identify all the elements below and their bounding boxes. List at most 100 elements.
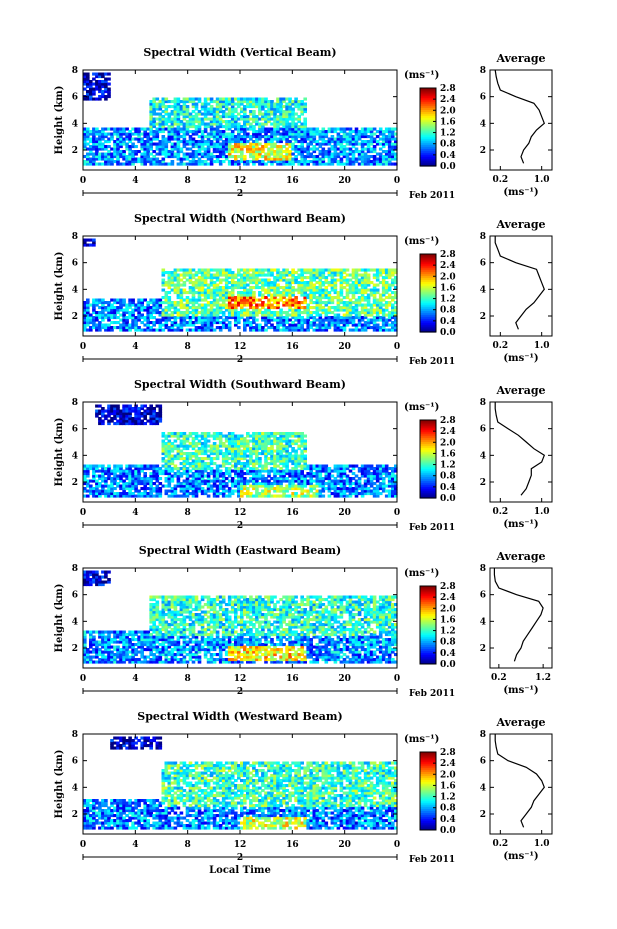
heatmap-cell [170,150,175,154]
heatmap-cell [131,160,135,164]
heatmap-cell [176,135,181,139]
heatmap-cell [282,120,286,124]
heatmap-cell [146,467,150,471]
heatmap-cell [240,303,244,307]
heatmap-cell [249,298,253,302]
heatmap-cell [212,311,217,315]
heatmap-cell [170,489,175,493]
heatmap-cell [89,132,93,136]
colorbar-segment [420,117,436,120]
heatmap-cell [113,160,117,164]
heatmap-cell [375,140,380,144]
heatmap-cell [173,311,178,315]
heatmap-cell [203,306,208,310]
colorbar-segment [420,142,436,146]
heatmap-cell [182,97,187,101]
heatmap-cell [182,444,187,448]
heatmap-cell [131,477,135,481]
heatmap-cell [230,308,235,312]
heatmap-cell [143,409,147,413]
heatmap-cell [89,316,93,320]
heatmap-cell [240,313,244,317]
heatmap-cell [387,152,392,156]
heatmap-cell [291,278,295,282]
heatmap-cell [303,155,307,159]
heatmap-cell [303,162,307,166]
heatmap-cell [230,110,235,114]
heatmap-cell [327,311,332,315]
heatmap-cell [366,281,371,285]
heatmap-cell [354,281,359,285]
heatmap-cell [273,296,277,300]
heatmap-cell [98,152,102,156]
heatmap-cell [143,147,147,151]
heatmap-cell [300,328,304,332]
heatmap-cell [125,412,129,416]
heatmap-cell [200,293,205,297]
heatmap-cell [227,479,232,483]
heatmap-cell [321,306,326,310]
heatmap-cell [194,140,199,144]
heatmap-cell [167,308,172,312]
heatmap-cell [170,278,175,282]
heatmap-cell [203,489,208,493]
heatmap-cell [110,152,114,156]
heatmap-cell [170,462,175,466]
heatmap-cell [149,147,153,151]
heatmap-cell [297,308,301,312]
heatmap-cell [264,452,268,456]
heatmap-cell [200,464,205,468]
heatmap-cell [267,301,271,305]
heatmap-cell [131,422,135,426]
heatmap-cell [188,152,193,156]
heatmap-cell [206,283,211,287]
heatmap-cell [200,444,205,448]
heatmap-cell [318,286,323,290]
heatmap-cell [360,142,365,146]
heatmap-cell [324,268,329,272]
colorbar-segment [420,294,436,298]
heatmap-cell [146,311,150,315]
heatmap-cell [300,271,304,275]
heatmap-cell [215,303,220,307]
heatmap-cell [113,145,117,149]
heatmap-cell [258,278,262,282]
heatmap-cell [161,449,166,453]
heatmap-cell [224,489,229,493]
heatmap-cell [137,492,141,496]
heatmap-cell [267,286,271,290]
heatmap-cell [191,273,196,277]
heatmap-cell [336,301,341,305]
heatmap-cell [303,286,307,290]
heatmap-cell [137,474,141,478]
heatmap-cell [249,268,253,272]
heatmap-cell [218,437,223,441]
average-y-tick-label: 4 [480,119,486,129]
heatmap-cell [203,268,208,272]
heatmap-cell [146,137,150,141]
heatmap-cell [270,142,274,146]
heatmap-cell [327,316,332,320]
heatmap-cell [215,316,220,320]
heatmap-cell [128,469,132,473]
heatmap-cell [134,494,138,498]
heatmap-cell [384,301,389,305]
heatmap-cell [282,135,286,139]
heatmap-cell [255,434,259,438]
heatmap-cell [185,127,190,131]
heatmap-cell [327,296,332,300]
heatmap-cell [291,115,295,119]
heatmap-cell [158,494,163,498]
heatmap-cell [164,110,169,114]
heatmap-cell [234,283,238,287]
heatmap-cell [243,484,247,488]
heatmap-cell [273,467,277,471]
heatmap-cell [197,296,202,300]
heatmap-cell [357,278,362,282]
heatmap-cell [330,271,335,275]
heatmap-cell [300,155,304,159]
heatmap-cell [167,117,172,121]
heatmap-cell [394,323,398,327]
heatmap-cell [128,407,132,411]
heatmap-cell [200,155,205,159]
